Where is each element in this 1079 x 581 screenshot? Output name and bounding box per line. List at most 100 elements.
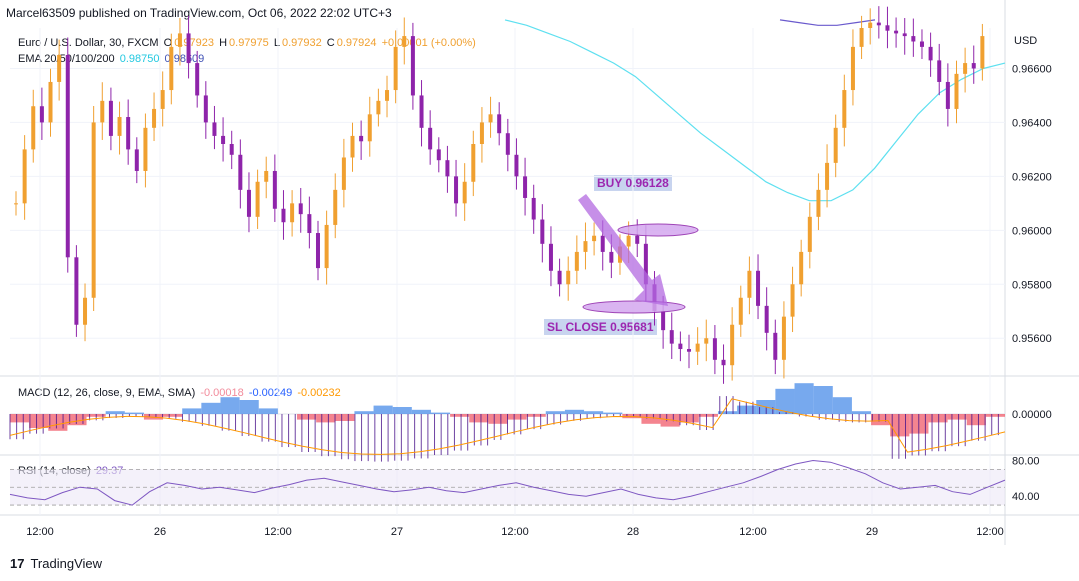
time-tick-label: 26	[154, 526, 166, 538]
down-arrow	[578, 194, 668, 306]
candle-body	[186, 33, 191, 64]
candle-body	[333, 189, 338, 225]
price-tick-label: 0.96400	[1012, 117, 1052, 129]
candle-body	[436, 149, 441, 161]
macd-hist-bar	[545, 411, 565, 414]
candle-body	[307, 214, 312, 234]
candle-body	[134, 149, 139, 171]
candle-body	[74, 257, 79, 325]
symbol-name[interactable]: Euro / U.S. Dollar, 30, FXCM	[18, 37, 159, 49]
candle-body	[272, 170, 277, 209]
candle-body	[583, 241, 588, 252]
candle-body	[169, 46, 174, 91]
candle-body	[540, 219, 545, 244]
candle-body	[807, 216, 812, 252]
candle-body	[773, 332, 778, 360]
footer-branding: 17 TradingView	[10, 556, 102, 571]
candle-body	[738, 297, 743, 325]
macd-hist-bar	[966, 414, 986, 426]
candle-body	[264, 170, 269, 182]
candle-body	[609, 251, 614, 263]
candle-body	[462, 181, 467, 204]
rsi-tick-label: 80.00	[1012, 455, 1040, 467]
macd-hist-bar	[507, 414, 527, 420]
macd-hist-bar	[698, 414, 718, 417]
ema-lines	[504, 19, 1006, 202]
candle-body	[445, 160, 450, 177]
candle-body	[548, 243, 553, 271]
price-tick-label: 0.96600	[1012, 63, 1052, 75]
candle-body	[48, 81, 53, 123]
candle-body	[712, 338, 717, 360]
candle-body	[410, 36, 415, 96]
macd-hist-bar	[163, 414, 183, 417]
candle-body	[850, 46, 855, 91]
candle-body	[350, 135, 355, 158]
candle-body	[428, 127, 433, 150]
candle-body	[255, 181, 260, 217]
macd-hist-bar	[775, 388, 795, 414]
candle-body	[31, 106, 36, 150]
macd-hist-bar	[488, 414, 508, 424]
macd-hist-bar	[392, 407, 412, 414]
macd-signal-value: -0.00232	[297, 387, 341, 399]
candle-body	[592, 235, 597, 242]
candle-body	[471, 144, 476, 182]
candle-body	[238, 154, 243, 190]
macd-hist-bar	[985, 414, 1005, 417]
candle-body	[91, 122, 96, 298]
axes: 0.96600 0.96400 0.96200 0.96000 0.95800 0.956…	[26, 35, 1052, 538]
candle-body	[505, 133, 510, 155]
entry-zone-ellipse	[617, 223, 699, 237]
candle-body	[281, 208, 286, 223]
price-tick-label: 0.95800	[1012, 279, 1052, 291]
candle-body	[687, 349, 692, 352]
candle-body	[177, 33, 182, 47]
candle-body	[566, 270, 571, 285]
candle-body	[781, 316, 786, 360]
open-value: 0.97923	[174, 37, 214, 49]
macd-hist-bar	[947, 414, 967, 420]
candle-body	[859, 28, 864, 47]
macd-legend: MACD (12, 26, close, 9, EMA, SMA) -0.000…	[18, 387, 343, 399]
macd-hist-bar	[67, 414, 87, 426]
candle-body	[497, 114, 502, 134]
candle-body	[221, 135, 226, 144]
candle-body	[212, 122, 217, 136]
macd-hist-bar	[794, 383, 814, 414]
candle-body	[83, 297, 88, 325]
candle-body	[39, 106, 44, 123]
candle-body	[643, 243, 648, 285]
macd-hist-bar	[450, 414, 470, 417]
ema-slow-value: 0.98609	[164, 53, 205, 65]
macd-hist-bar	[411, 409, 431, 414]
candle-body	[203, 95, 208, 123]
candle-body	[160, 90, 165, 109]
candle-body	[799, 251, 804, 285]
macd-hist-bar	[430, 412, 451, 414]
ema-slow-line	[779, 19, 876, 26]
low-label: L	[273, 37, 280, 49]
macd-hist-bar	[890, 414, 910, 437]
candle-body	[359, 135, 364, 142]
candle-body	[419, 95, 424, 128]
candle-body	[764, 305, 769, 333]
macd-hist-bar	[105, 411, 125, 414]
candle-body	[971, 63, 976, 69]
candle-body	[842, 90, 847, 128]
candle-body	[152, 108, 157, 128]
macd-hist-value: -0.00018	[200, 387, 244, 399]
rsi-tick-label: 40.00	[1012, 491, 1040, 503]
candle-body	[143, 127, 148, 171]
ema-fast-line	[504, 19, 1006, 202]
time-tick-label: 28	[627, 526, 639, 538]
candle-body	[945, 81, 950, 109]
rsi-pane	[9, 459, 1006, 506]
candle-body	[928, 46, 933, 61]
macd-label[interactable]: MACD (12, 26, close, 9, EMA, SMA)	[18, 387, 196, 399]
candle-body	[730, 324, 735, 366]
sl-zone-ellipse	[582, 300, 686, 314]
candle-body	[108, 100, 113, 136]
price-tick-label: 0.96200	[1012, 171, 1052, 183]
